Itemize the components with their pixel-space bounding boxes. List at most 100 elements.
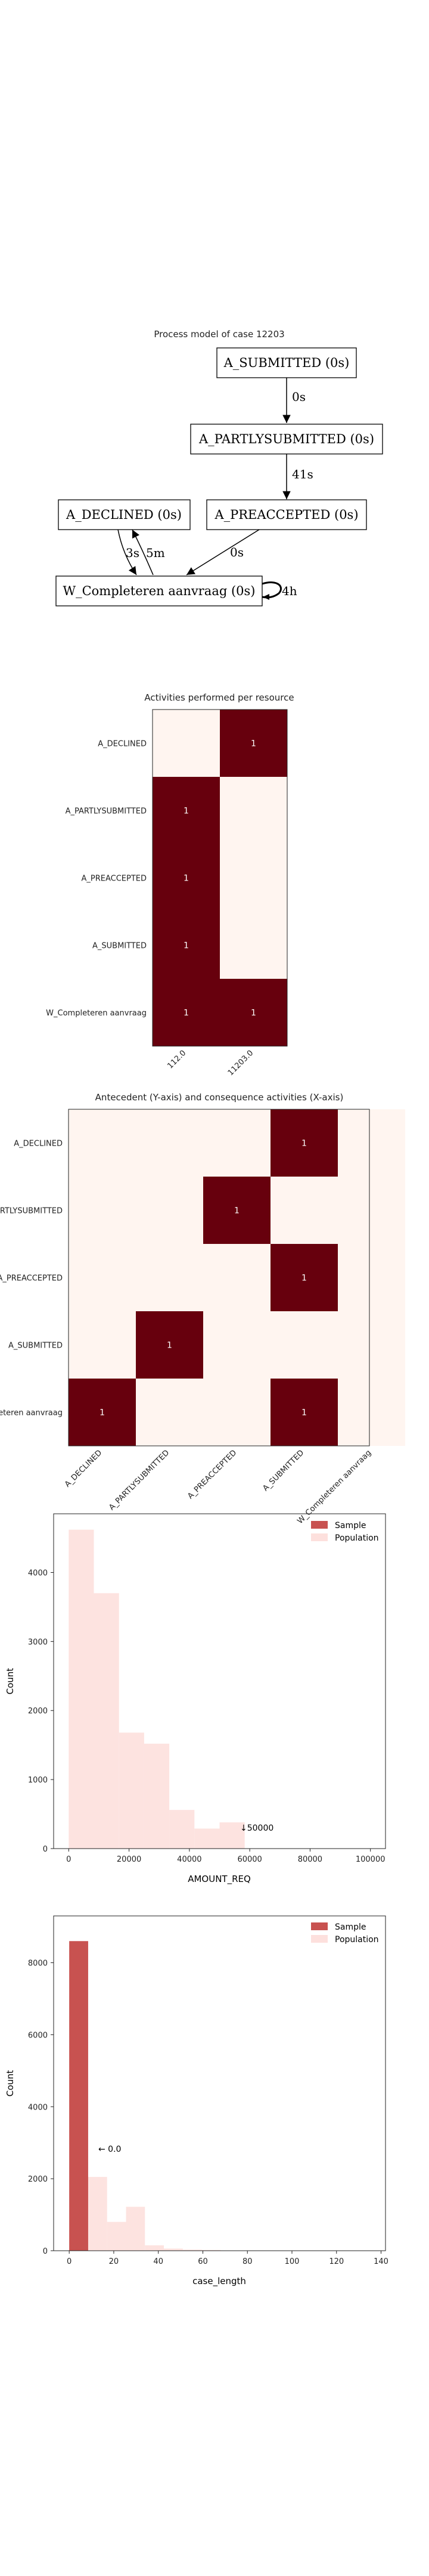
node-a-partlysubmitted: A_PARTLYSUBMITTED (0s) — [190, 424, 383, 455]
heatmap-cell — [153, 777, 220, 844]
cell-value-label: 1 — [251, 739, 256, 749]
heatmap-cell — [153, 911, 220, 979]
node-a-declined: A_DECLINED (0s) — [58, 499, 191, 530]
population-bar — [219, 1822, 245, 1849]
node-label: A_PARTLYSUBMITTED (0s) — [198, 432, 374, 446]
cell-value-label: 1 — [100, 1408, 105, 1418]
heatmap-cell — [153, 710, 220, 777]
heatmap-cell — [220, 777, 287, 844]
heatmap-cell — [338, 1311, 405, 1379]
legend-label-population: Population — [335, 1533, 379, 1543]
x-tick-label: 40000 — [177, 1855, 201, 1864]
heatmap-antecedent-consequence: Antecedent (Y-axis) and consequence acti… — [0, 1092, 405, 1526]
row-tick-label: A_SUBMITTED — [8, 1342, 63, 1351]
edge-label: 4h — [282, 584, 297, 598]
row-tick-label: A_PREACCEPTED — [81, 875, 147, 883]
column-tick-label: A_PREACCEPTED — [186, 1448, 238, 1501]
cell-value-label: 1 — [251, 1009, 256, 1018]
heatmap-cell — [136, 1244, 203, 1311]
column-tick-label: A_SUBMITTED — [261, 1448, 306, 1493]
column-tick-label: W_Completeren aanvraag — [296, 1448, 373, 1526]
row-tick-label: A_SUBMITTED — [92, 942, 147, 951]
heatmap-cell — [271, 1311, 338, 1379]
x-tick-label: 100000 — [356, 1855, 386, 1864]
x-tick-label: 60 — [198, 2257, 208, 2266]
node-label: A_SUBMITTED (0s) — [223, 356, 350, 370]
column-tick-label: A_DECLINED — [63, 1448, 104, 1489]
x-tick-label: 0 — [67, 2257, 72, 2266]
chart-title: Antecedent (Y-axis) and consequence acti… — [95, 1092, 344, 1103]
heatmap-cell — [220, 911, 287, 979]
cell-value-label: 1 — [301, 1274, 307, 1283]
heatmap-cell — [136, 1109, 203, 1177]
x-tick-label: 20 — [109, 2257, 119, 2266]
row-tick-label: A_PREACCEPTED — [0, 1274, 63, 1283]
heatmap-cell — [203, 1379, 271, 1446]
row-tick-label: A_DECLINED — [98, 740, 147, 749]
heatmap-cell — [271, 1244, 338, 1311]
population-bar — [194, 1828, 220, 1849]
heatmap-cell — [271, 1109, 338, 1177]
population-bar — [182, 2250, 202, 2251]
heatmap-cell — [220, 979, 287, 1046]
heatmap-cell — [136, 1379, 203, 1446]
row-tick-label: W_Completeren aanvraag — [46, 1009, 147, 1018]
heatmap-cell — [220, 710, 287, 777]
population-bar — [88, 2177, 107, 2251]
node-label: A_PREACCEPTED (0s) — [214, 508, 358, 522]
population-bar — [201, 2250, 221, 2251]
heatmap-cell — [271, 1177, 338, 1244]
legend: Sample Population — [311, 1521, 379, 1543]
node-a-preaccepted: A_PREACCEPTED (0s) — [206, 499, 367, 530]
cell-value-label: 1 — [184, 807, 189, 816]
y-tick-label: 8000 — [28, 1959, 48, 1968]
heatmap-cell — [203, 1177, 271, 1244]
x-tick-label: 0 — [66, 1855, 71, 1864]
y-tick-label: 2000 — [28, 2175, 48, 2184]
column-tick-label: 112.0 — [166, 1049, 188, 1071]
x-tick-label: 20000 — [117, 1855, 141, 1864]
row-tick-label: W_Completeren aanvraag — [0, 1409, 63, 1418]
heatmap-cell — [136, 1311, 203, 1379]
cell-value-label: 1 — [234, 1206, 240, 1216]
heatmap-cell — [203, 1109, 271, 1177]
population-bar — [144, 1743, 170, 1849]
edge-wcomp-declined: 5m — [132, 529, 165, 575]
y-tick-label: 3000 — [28, 1638, 48, 1647]
y-tick-label: 1000 — [28, 1776, 48, 1785]
edge-label: 0s — [230, 545, 244, 559]
x-axis-label: AMOUNT_REQ — [188, 1874, 251, 1885]
cell-value-label: 1 — [301, 1408, 307, 1418]
x-tick-label: 60000 — [237, 1855, 262, 1864]
heatmap-cell — [220, 844, 287, 911]
node-w-completeren: W_Completeren aanvraag (0s) — [55, 575, 263, 606]
x-tick-label: 120 — [329, 2257, 344, 2266]
node-label: A_DECLINED (0s) — [66, 508, 182, 522]
edge-label: 41s — [292, 467, 313, 481]
y-tick-label: 6000 — [28, 2031, 48, 2040]
chart-title: Activities performed per resource — [144, 692, 294, 703]
heatmap-cell — [69, 1109, 136, 1177]
column-tick-label: 11203.0 — [226, 1049, 256, 1078]
x-axis-label: case_length — [192, 2276, 246, 2287]
process-model-title: Process model of case 12203 — [154, 329, 284, 340]
cell-value-label: 1 — [184, 941, 189, 951]
heatmap-cell — [203, 1311, 271, 1379]
heatmap-cell — [153, 844, 220, 911]
population-bar — [107, 2222, 126, 2251]
heatmap-cell — [338, 1109, 405, 1177]
row-tick-label: A_DECLINED — [14, 1140, 63, 1149]
edge-preaccepted-wcomp: 0s — [186, 529, 260, 575]
population-bar — [94, 1593, 119, 1849]
y-axis-label: Count — [5, 2070, 15, 2097]
heatmap-cell — [136, 1177, 203, 1244]
legend-label-sample: Sample — [335, 1922, 366, 1932]
annotation: ↓50000 — [240, 1824, 273, 1833]
sample-bar — [69, 1941, 88, 2251]
x-tick-label: 140 — [374, 2257, 388, 2266]
y-axis-label: Count — [5, 1668, 15, 1695]
y-tick-label: 4000 — [28, 2103, 48, 2112]
x-tick-label: 40 — [153, 2257, 163, 2266]
column-tick-label: A_PARTLYSUBMITTED — [107, 1448, 171, 1512]
edge-label: 5m — [146, 546, 165, 560]
